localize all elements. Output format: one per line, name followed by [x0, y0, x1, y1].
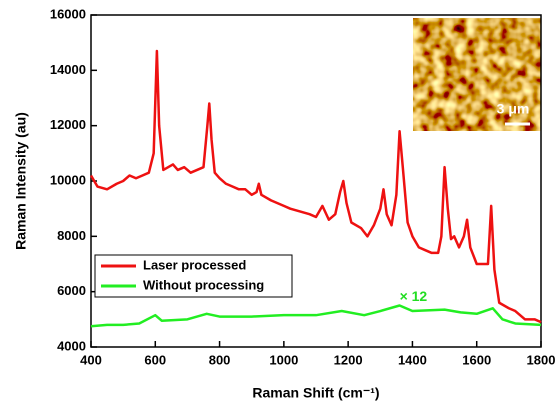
- x-tick-label: 400: [80, 352, 102, 367]
- legend: Laser processed Without processing: [95, 255, 292, 297]
- x-tick-label: 1000: [269, 352, 298, 367]
- y-tick-label: 12000: [50, 117, 86, 132]
- legend-label: Laser processed: [143, 257, 246, 272]
- x-tick-label: 600: [144, 352, 166, 367]
- y-tick-label: 16000: [50, 6, 86, 21]
- annotation: × 12: [400, 288, 428, 304]
- x-axis-label: Raman Shift (cm⁻¹): [252, 385, 379, 401]
- inset-map: 3 μm: [413, 18, 541, 131]
- legend-label: Without processing: [143, 277, 264, 292]
- x-tick-label: 1600: [462, 352, 491, 367]
- y-tick-label: 10000: [50, 172, 86, 187]
- y-tick-label: 14000: [50, 62, 86, 77]
- chart: Raman Shift (cm⁻¹) Raman Intensity (au) …: [0, 0, 559, 408]
- x-tick-label: 1400: [398, 352, 427, 367]
- x-tick-label: 1200: [334, 352, 363, 367]
- y-tick-label: 4000: [57, 338, 86, 353]
- series-line: [91, 306, 541, 327]
- scale-label: 3 μm: [497, 101, 530, 117]
- x-tick-label: 1800: [527, 352, 556, 367]
- y-tick-label: 8000: [57, 228, 86, 243]
- y-axis-label: Raman Intensity (au): [13, 112, 29, 250]
- x-tick-label: 800: [209, 352, 231, 367]
- y-tick-label: 6000: [57, 283, 86, 298]
